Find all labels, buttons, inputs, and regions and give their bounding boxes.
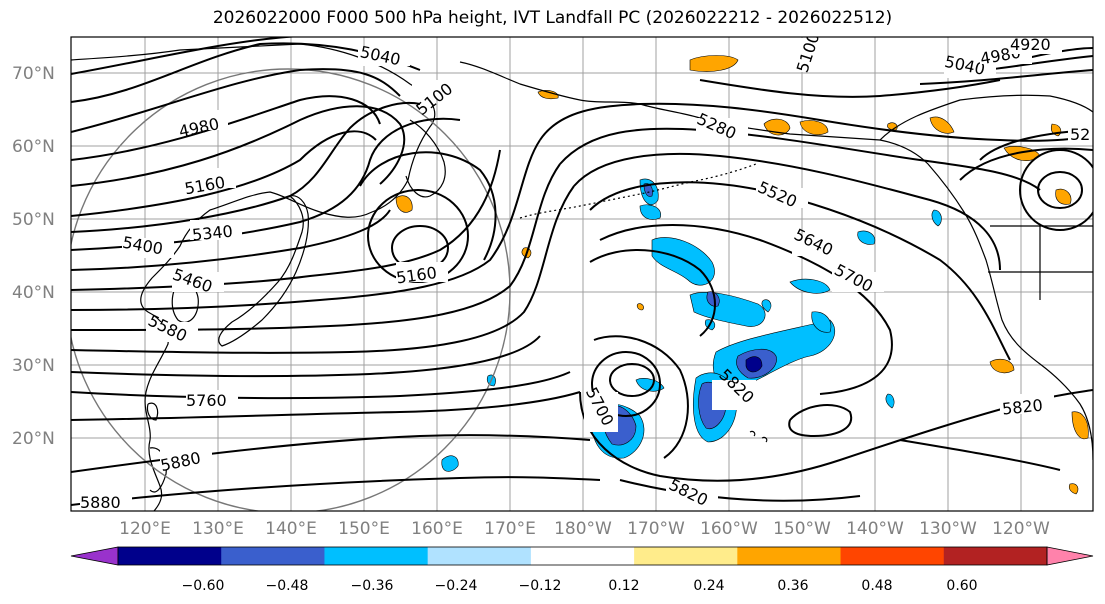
colorbar-segment bbox=[118, 547, 222, 565]
lon-label: 140°E bbox=[265, 519, 317, 539]
lat-label: 40°N bbox=[12, 283, 55, 303]
colorbar-extend-low bbox=[70, 546, 119, 566]
contour-label: 5880 bbox=[80, 493, 121, 512]
contour-labels: 5040 5100 4980 5160 5340 5400 5460 5580 … bbox=[80, 35, 1093, 512]
colorbar-segment bbox=[324, 547, 429, 565]
lon-label: 170°E bbox=[484, 519, 536, 539]
latitude-labels: 70°N 60°N 50°N 40°N 30°N 20°N bbox=[12, 64, 55, 449]
lon-label: 160°E bbox=[411, 519, 463, 539]
lat-label: 70°N bbox=[12, 64, 55, 84]
colorbar-segment bbox=[427, 547, 532, 565]
colorbar-tick: 0.36 bbox=[777, 578, 808, 594]
longitude-labels: 120°E 130°E 140°E 150°E 160°E 170°E 180°… bbox=[119, 519, 1050, 539]
colorbar-segment bbox=[840, 547, 945, 565]
lon-label: 130°W bbox=[919, 519, 977, 539]
lat-label: 20°N bbox=[12, 429, 55, 449]
colorbar-segment bbox=[737, 547, 842, 565]
colorbar-segment bbox=[634, 547, 738, 565]
contour-label: 5820 bbox=[1001, 396, 1043, 419]
region-circle bbox=[71, 68, 511, 511]
colorbar-tick: 0.12 bbox=[608, 578, 639, 594]
contour-label: 4920 bbox=[1010, 35, 1051, 54]
map-frame bbox=[70, 36, 1094, 512]
colorbar: −0.60 −0.48 −0.36 −0.24 −0.12 0.12 0.24 … bbox=[70, 546, 1094, 594]
lon-label: 170°W bbox=[627, 519, 685, 539]
colorbar-tick: −0.24 bbox=[435, 578, 478, 594]
colorbar-tick: 0.60 bbox=[946, 578, 977, 594]
colorbar-frame bbox=[117, 546, 1048, 566]
colorbar-segment bbox=[943, 547, 1048, 565]
lon-label: 150°E bbox=[338, 519, 390, 539]
colorbar-tick: 0.24 bbox=[693, 578, 724, 594]
colorbar-extend-high bbox=[1046, 546, 1094, 566]
colorbar-tick: −0.36 bbox=[351, 578, 394, 594]
colorbar-segment bbox=[221, 547, 325, 565]
colorbar-tick: 0.48 bbox=[861, 578, 892, 594]
colorbar-tick: −0.60 bbox=[182, 578, 225, 594]
lon-label: 160°W bbox=[700, 519, 758, 539]
lon-label: 130°E bbox=[192, 519, 244, 539]
lat-label: 30°N bbox=[12, 356, 55, 376]
lon-label: 140°W bbox=[846, 519, 904, 539]
lon-label: 180°W bbox=[554, 519, 612, 539]
contour-label: 5340 bbox=[191, 222, 233, 245]
map-title: 2026022000 F000 500 hPa height, IVT Land… bbox=[212, 8, 893, 28]
colorbar-tick: −0.48 bbox=[266, 578, 309, 594]
colorbar-segments bbox=[70, 546, 1094, 566]
lat-label: 50°N bbox=[12, 210, 55, 230]
contour-label: 5760 bbox=[186, 391, 227, 410]
lon-label: 150°W bbox=[773, 519, 831, 539]
map-area: 5040 5100 4980 5160 5340 5400 5460 5580 … bbox=[71, 35, 1093, 512]
lon-label: 120°E bbox=[119, 519, 171, 539]
colorbar-tick: −0.12 bbox=[519, 578, 562, 594]
colorbar-ticks: −0.60 −0.48 −0.36 −0.24 −0.12 0.12 0.24 … bbox=[182, 578, 978, 594]
lat-label: 60°N bbox=[12, 137, 55, 157]
colorbar-segment bbox=[530, 547, 635, 565]
lon-label: 120°W bbox=[992, 519, 1050, 539]
contour-label: 52 bbox=[1070, 125, 1090, 144]
